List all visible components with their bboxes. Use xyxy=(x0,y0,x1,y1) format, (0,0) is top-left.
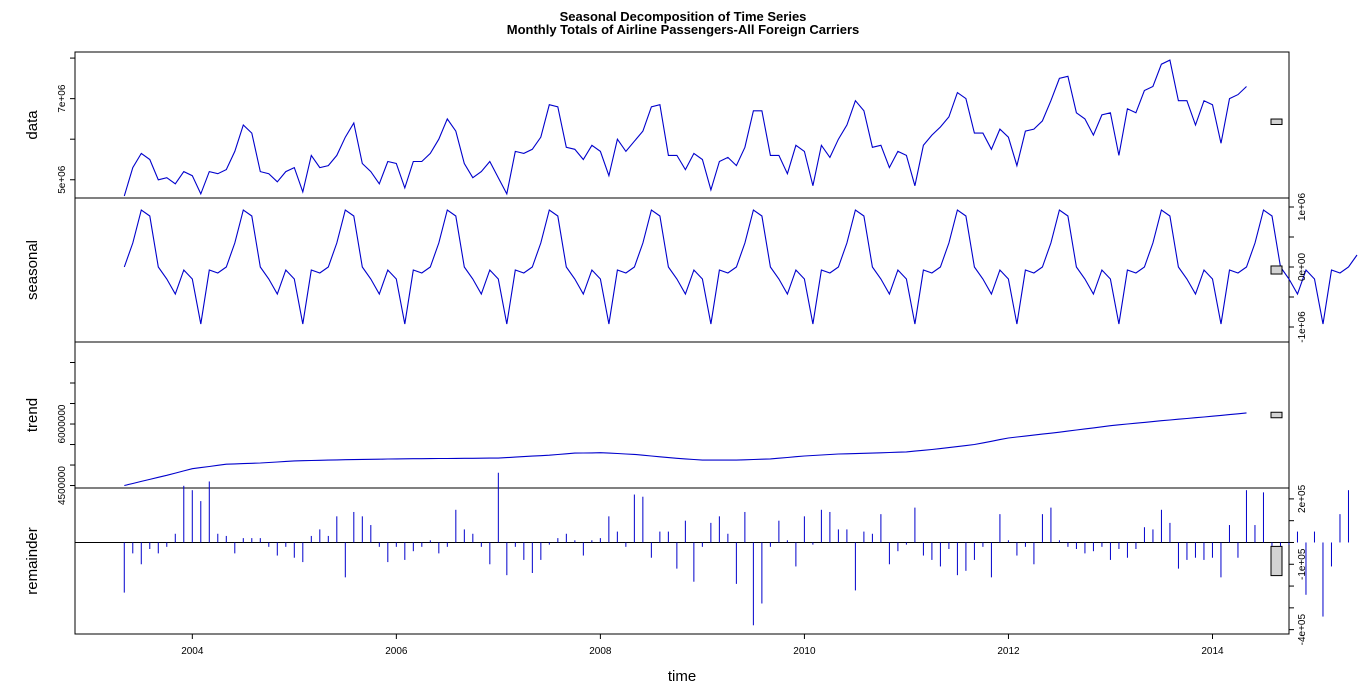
y-tick-label-trend-0: 4500000 xyxy=(57,466,68,505)
y-axis-label-seasonal: seasonal xyxy=(24,240,41,300)
chart-subtitle: Monthly Totals of Airline Passengers-All… xyxy=(506,22,860,37)
x-tick-label-4: 2012 xyxy=(997,646,1020,657)
x-tick-label-5: 2014 xyxy=(1201,646,1224,657)
panel-trend: 4500000 6000000 trend xyxy=(24,341,1290,505)
x-tick-label-0: 2004 xyxy=(181,646,204,657)
series-line-data xyxy=(123,59,1247,197)
panel-remainder: -4e+05 -1e+05 2e+05 remainder xyxy=(24,472,1349,645)
y-tick-label-remainder-1: -1e+05 xyxy=(1297,548,1308,580)
y-axis-label-data: data xyxy=(24,110,41,140)
series-line-trend xyxy=(124,412,1247,487)
panel-frame-trend xyxy=(74,341,1290,489)
scale-bar-data xyxy=(1270,118,1283,125)
x-tick-label-3: 2010 xyxy=(793,646,816,657)
chart-panels: 5e+06 7e+06 data -1e+06 0e+00 1e+06 seasonal 45… xyxy=(24,51,1358,645)
panel-seasonal: -1e+06 0e+00 1e+06 seasonal xyxy=(24,193,1358,343)
y-tick-label-seasonal-2: 1e+06 xyxy=(1297,193,1308,222)
x-tick-label-2: 2008 xyxy=(589,646,612,657)
y-axis-label-trend: trend xyxy=(24,398,41,432)
y-tick-label-data-1: 7e+06 xyxy=(57,84,68,113)
y-tick-label-seasonal-0: -1e+06 xyxy=(1297,311,1308,343)
panel-data: 5e+06 7e+06 data xyxy=(24,51,1290,199)
y-tick-label-seasonal-1: 0e+00 xyxy=(1297,253,1308,282)
y-tick-label-data-0: 5e+06 xyxy=(57,165,68,194)
chart-title-block: Seasonal Decomposition of Time Series Mo… xyxy=(0,10,1366,36)
y-tick-label-remainder-0: -4e+05 xyxy=(1297,613,1308,645)
scale-bar-seasonal xyxy=(1270,265,1283,275)
chart-title: Seasonal Decomposition of Time Series xyxy=(559,9,807,24)
x-tick-label-1: 2006 xyxy=(385,646,408,657)
series-line-seasonal xyxy=(123,209,1358,325)
scale-bar-trend xyxy=(1270,411,1283,419)
panel-frame-remainder xyxy=(74,487,1290,635)
panel-frame-seasonal xyxy=(74,197,1290,343)
y-tick-label-remainder-2: 2e+05 xyxy=(1297,484,1308,513)
x-axis-label: time xyxy=(668,668,696,685)
x-axis: 2004 2006 2008 2010 2012 2014 xyxy=(181,634,1224,657)
y-axis-label-remainder: remainder xyxy=(24,527,41,595)
scale-bar-remainder xyxy=(1270,545,1283,577)
y-tick-label-trend-1: 6000000 xyxy=(57,404,68,443)
panel-frame-data xyxy=(74,51,1290,199)
